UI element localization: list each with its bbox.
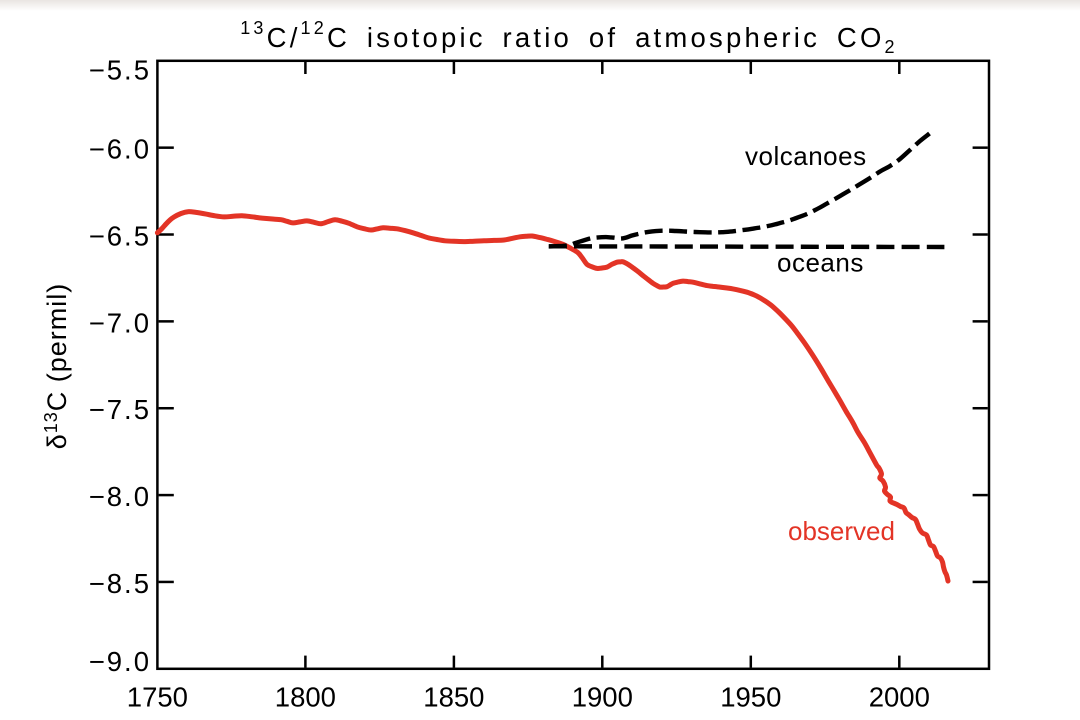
svg-text:2000: 2000 [869,682,930,713]
svg-text:1950: 1950 [720,682,781,713]
svg-text:−8.0: −8.0 [89,481,151,512]
svg-text:1800: 1800 [275,682,336,713]
svg-text:−7.0: −7.0 [89,307,151,338]
svg-text:volcanoes: volcanoes [745,141,867,171]
svg-text:observed: observed [788,516,895,546]
svg-text:1750: 1750 [127,682,188,713]
svg-text:oceans: oceans [777,248,864,278]
svg-text:−7.5: −7.5 [89,394,151,425]
svg-text:−9.0: −9.0 [89,646,151,677]
svg-text:13C/12C isotopic ratio of atmo: 13C/12C isotopic ratio of atmospheric CO… [240,18,898,57]
svg-text:1850: 1850 [423,682,484,713]
svg-text:−6.0: −6.0 [89,134,151,165]
svg-text:1900: 1900 [572,682,633,713]
svg-text:−5.5: −5.5 [89,55,151,86]
svg-text:−6.5: −6.5 [89,220,151,251]
svg-text:−8.5: −8.5 [89,568,151,599]
